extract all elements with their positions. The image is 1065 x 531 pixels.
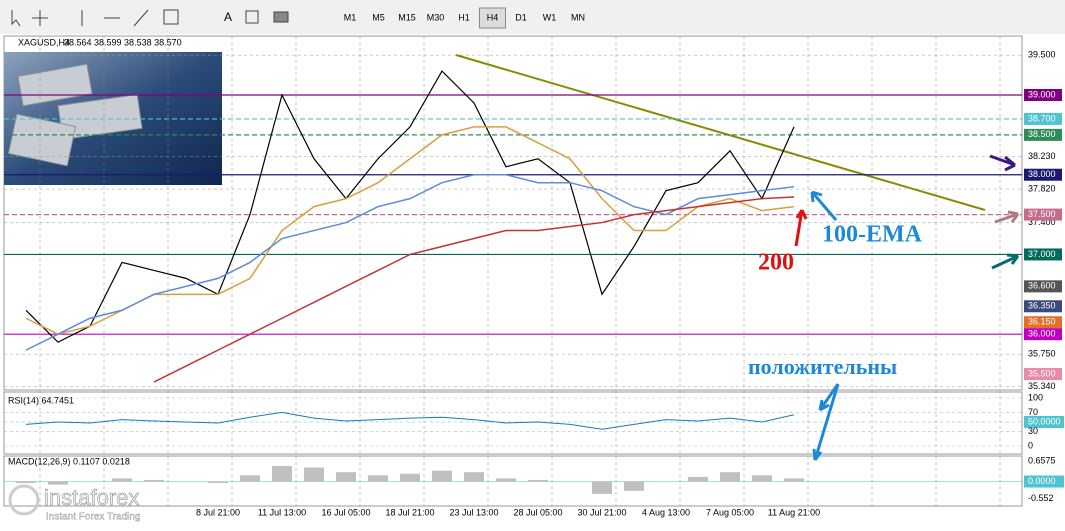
x-tick-label: 7 Aug 05:00 <box>706 507 754 517</box>
macd-bar <box>336 472 356 482</box>
macd-bar <box>688 476 708 482</box>
level-tag <box>1024 300 1062 313</box>
level-tag <box>1024 248 1062 261</box>
timeframe-label[interactable]: H1 <box>458 12 470 22</box>
rsi-tag <box>1024 416 1064 428</box>
x-tick-label: 16 Jul 05:00 <box>321 507 370 517</box>
level-tag <box>1024 128 1062 141</box>
toolbar-icons <box>11 9 289 27</box>
level-tag <box>1024 112 1062 125</box>
macd-bar <box>208 481 228 484</box>
timeframe-label[interactable]: D1 <box>515 12 527 22</box>
macd-bar <box>592 481 612 494</box>
level-label: 37.000 <box>1028 249 1056 259</box>
level-label: 36.150 <box>1028 317 1056 327</box>
level-tag <box>1024 168 1062 181</box>
macd-bar <box>368 475 388 482</box>
series-line <box>25 173 795 351</box>
arrows <box>794 154 1020 461</box>
x-tick-label: 4 Aug 13:00 <box>642 507 690 517</box>
y-tick-label: 38.230 <box>1028 151 1056 161</box>
level-tag <box>1024 208 1062 221</box>
level-label: 38.700 <box>1028 113 1056 123</box>
annotation: 200 <box>758 250 794 276</box>
rsi-tick-label: 50.0000 <box>1028 416 1061 426</box>
rsi-tick-label: 30 <box>1028 426 1038 436</box>
rsi-tick-label: 100 <box>1028 392 1043 402</box>
level-label: 36.350 <box>1028 301 1056 311</box>
x-tick-label: 11 Aug 21:00 <box>768 507 820 517</box>
macd-bar <box>272 465 292 482</box>
timeframe-label[interactable]: M1 <box>344 12 357 22</box>
series-line <box>25 70 795 343</box>
macd-bar <box>496 478 516 482</box>
macd-bar <box>624 481 644 491</box>
level-label: 38.000 <box>1028 169 1056 179</box>
timeframe-label[interactable]: MN <box>571 12 585 22</box>
macd-bar <box>752 475 772 482</box>
macd-tick-label: 0.6575 <box>1028 455 1056 465</box>
trendline <box>455 54 986 211</box>
timeframe-label[interactable]: H4 <box>487 12 499 22</box>
macd-tick-label: 0.0000 <box>1028 476 1056 486</box>
timeframe-button[interactable] <box>479 7 506 29</box>
level-tag <box>1024 280 1062 293</box>
rsi-line <box>25 411 795 430</box>
timeframe-label[interactable]: W1 <box>543 12 557 22</box>
x-tick-label: 18 Jul 21:00 <box>385 507 434 517</box>
level-tag <box>1024 89 1062 101</box>
rsi-title: RSI(14) 64.7451 <box>8 395 74 405</box>
y-tick-label: 37.820 <box>1028 183 1056 193</box>
level-tag <box>1024 328 1062 341</box>
annotation: 100-EMA <box>822 222 923 248</box>
x-tick-label: 28 Jul 05:00 <box>513 507 562 517</box>
level-label: 38.500 <box>1028 129 1056 139</box>
timeframe-label[interactable]: M5 <box>372 12 385 22</box>
level-tag <box>1024 368 1062 381</box>
x-tick-label: 30 Jul 21:00 <box>577 507 626 517</box>
macd-title: MACD(12,26,9) 0.1107 0.0218 <box>8 456 130 466</box>
timeframe-label[interactable]: M30 <box>427 12 445 22</box>
rsi-tick-label: 0 <box>1028 440 1033 450</box>
y-tick-label: 35.340 <box>1028 381 1056 391</box>
macd-bar <box>784 478 804 482</box>
chart-title: XAGUSD,H4 <box>18 37 70 47</box>
y-tick-label: 35.750 <box>1028 348 1056 358</box>
x-tick-label: 23 Jul 13:00 <box>449 507 498 517</box>
level-label: 35.500 <box>1028 368 1056 378</box>
macd-bar <box>400 473 420 482</box>
y-tick-label: 39.500 <box>1028 50 1056 60</box>
x-tick-label: 8 Jul 21:00 <box>196 507 240 517</box>
quote: 38.564 38.599 38.538 38.570 <box>64 37 182 47</box>
macd-bar <box>48 481 68 485</box>
series-line <box>153 196 795 383</box>
level-label: 36.000 <box>1028 329 1056 339</box>
level-label: 39.000 <box>1028 89 1056 99</box>
x-tick-label: 11 Jul 13:00 <box>258 507 306 517</box>
tagline: Instant Forex Trading <box>46 512 141 523</box>
macd-bar <box>464 472 484 482</box>
macd-bar <box>144 479 164 482</box>
macd-bar <box>528 479 548 482</box>
y-tick-label: 37.400 <box>1028 217 1056 227</box>
macd-bar <box>304 467 324 482</box>
text-tool[interactable]: A <box>224 10 232 24</box>
level-label: 36.600 <box>1028 281 1056 291</box>
macd-bar <box>720 472 740 482</box>
level-label: 37.500 <box>1028 209 1056 219</box>
macd-bar <box>432 470 452 482</box>
timeframe-label[interactable]: M15 <box>398 12 416 22</box>
watermark <box>8 484 40 516</box>
toolbar <box>0 0 1065 34</box>
macd-tick-label: -0.552 <box>1028 493 1054 503</box>
macd-bar <box>16 481 36 484</box>
level-tag <box>1024 316 1062 329</box>
rsi-tick-label: 70 <box>1028 407 1038 417</box>
annotation: положительны <box>748 354 897 379</box>
brand: instaforex <box>44 485 139 510</box>
macd-bar <box>112 478 132 482</box>
macd-bar <box>240 475 260 482</box>
macd-tag <box>1024 475 1064 488</box>
